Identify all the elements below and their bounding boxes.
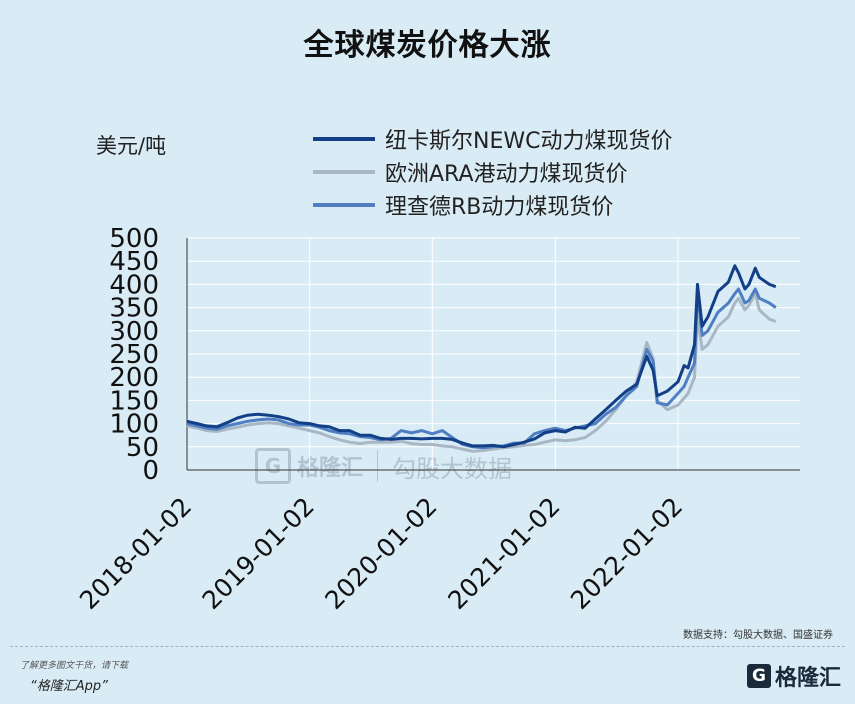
legend-label-newc: 纽卡斯尔NEWC动力煤现货价 [385, 128, 673, 154]
y-tick-label: 500 [109, 224, 159, 254]
grid-lines [186, 237, 800, 471]
legend-swatch-ara [313, 169, 375, 174]
watermark-logo-icon: G [255, 448, 291, 484]
x-tick-label: 2020-01-02 [319, 492, 442, 615]
footer-divider [10, 646, 845, 647]
source-note: 数据支持：勾股大数据、国盛证券 [683, 630, 833, 641]
legend-item-newc: 纽卡斯尔NEWC动力煤现货价 [313, 122, 672, 155]
chart-title: 全球煤炭价格大涨 [303, 28, 552, 63]
legend-item-ara: 欧洲ARA港动力煤现货价 [313, 155, 672, 188]
x-tick-label: 2019-01-02 [197, 492, 320, 615]
x-tick-labels: 2018-01-02 2019-01-02 2020-01-02 2021-01-02… [74, 492, 688, 615]
brand-logo-icon: G [746, 664, 771, 688]
footer-app-name[interactable]: “格隆汇App” [30, 679, 108, 694]
y-tick-label: 250 [109, 340, 159, 370]
y-tick-label: 350 [109, 294, 159, 324]
y-tick-label: 400 [109, 270, 159, 300]
series-lines [186, 264, 777, 453]
x-tick-label: 2022-01-02 [565, 492, 688, 615]
y-tick-label: 150 [109, 386, 159, 416]
y-tick-label: 200 [109, 363, 159, 393]
series-line-0 [186, 264, 777, 449]
footer-download-prompt: 了解更多图文干货，请下载 [20, 661, 129, 671]
unit-label: 美元/吨 [96, 134, 167, 158]
watermark-brand: 格隆汇 [297, 456, 364, 481]
legend: 纽卡斯尔NEWC动力煤现货价 欧洲ARA港动力煤现货价 理查德RB动力煤现货价 [313, 122, 672, 221]
y-tick-label: 450 [109, 247, 159, 277]
footer-logo: G 格隆汇 [746, 660, 841, 692]
legend-item-rb: 理查德RB动力煤现货价 [313, 188, 672, 221]
brand-logo-text: 格隆汇 [774, 666, 841, 691]
y-tick-label: 300 [109, 317, 159, 347]
watermark-divider [377, 450, 379, 482]
series-line-1 [186, 292, 777, 453]
axes [186, 238, 800, 471]
x-tick-label: 2018-01-02 [74, 492, 197, 615]
watermark-text: 勾股大数据 [392, 454, 513, 483]
legend-label-rb: 理查德RB动力煤现货价 [385, 194, 614, 220]
legend-label-ara: 欧洲ARA港动力煤现货价 [385, 161, 628, 187]
x-tick-label: 2021-01-02 [442, 492, 565, 615]
y-tick-label: 0 [142, 456, 159, 486]
watermark: G 格隆汇 勾股大数据 [255, 448, 512, 484]
y-tick-label: 100 [109, 410, 159, 440]
y-tick-label: 50 [126, 433, 159, 463]
legend-swatch-newc [313, 136, 375, 141]
legend-swatch-rb [313, 202, 375, 207]
